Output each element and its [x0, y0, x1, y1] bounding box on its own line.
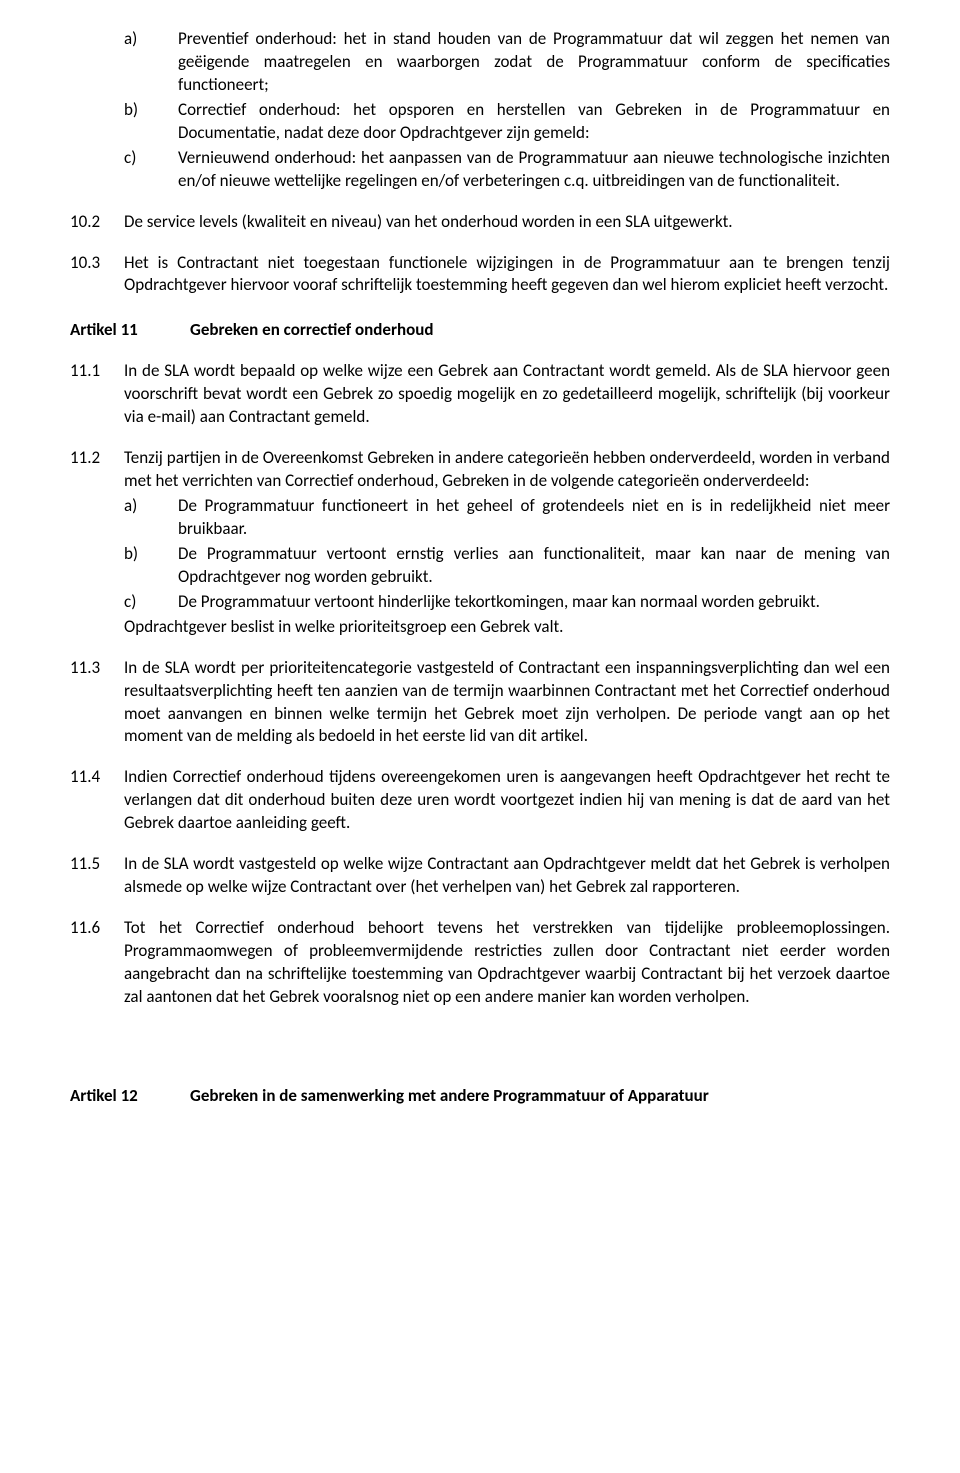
clause-text: Het is Contractant niet toegestaan funct… [124, 252, 890, 298]
clause-number: 11.6 [70, 917, 124, 1009]
article-title: Gebreken in de samenwerking met andere P… [190, 1085, 890, 1108]
clause-text: Indien Correctief onderhoud tijdens over… [124, 766, 890, 835]
clause-text: In de SLA wordt per prioriteitencategori… [124, 657, 890, 749]
list-text: De Programmatuur vertoont hinderlijke te… [178, 591, 890, 614]
article-12-heading: Artikel 12 Gebreken in de samenwerking m… [70, 1085, 890, 1108]
vertical-spacer [70, 1027, 890, 1063]
clause-11-2: 11.2 Tenzij partijen in de Overeenkomst … [70, 447, 890, 639]
clause-text: Tot het Correctief onderhoud behoort tev… [124, 917, 890, 1009]
clause-text: De service levels (kwaliteit en niveau) … [124, 211, 890, 234]
clause-closing: Opdrachtgever beslist in welke prioritei… [124, 616, 890, 639]
clause-number: 11.3 [70, 657, 124, 749]
list-marker: c) [124, 147, 178, 193]
clause-body: Tenzij partijen in de Overeenkomst Gebre… [124, 447, 890, 639]
list-marker: b) [124, 543, 178, 589]
list-marker: a) [124, 28, 178, 97]
clause-11-5: 11.5 In de SLA wordt vastgesteld op welk… [70, 853, 890, 899]
list-marker: c) [124, 591, 178, 614]
clause-10-3: 10.3 Het is Contractant niet toegestaan … [70, 252, 890, 298]
list-marker: b) [124, 99, 178, 145]
article-label: Artikel 11 [70, 319, 190, 342]
list-marker: a) [124, 495, 178, 541]
list-item: a) Preventief onderhoud: het in stand ho… [70, 28, 890, 97]
clause-text: In de SLA wordt bepaald op welke wijze e… [124, 360, 890, 429]
indent-spacer [70, 147, 124, 193]
clause-number: 11.4 [70, 766, 124, 835]
indent-spacer [70, 28, 124, 97]
list-text: Preventief onderhoud: het in stand houde… [178, 28, 890, 97]
article-11-heading: Artikel 11 Gebreken en correctief onderh… [70, 319, 890, 342]
clause-11-6: 11.6 Tot het Correctief onderhoud behoor… [70, 917, 890, 1009]
list-text: Vernieuwend onderhoud: het aanpassen van… [178, 147, 890, 193]
clause-number: 10.2 [70, 211, 124, 234]
list-item: b) De Programmatuur vertoont ernstig ver… [124, 543, 890, 589]
indent-spacer [70, 99, 124, 145]
clause-number: 11.1 [70, 360, 124, 429]
list-text: Correctief onderhoud: het opsporen en he… [178, 99, 890, 145]
article-label: Artikel 12 [70, 1085, 190, 1108]
clause-11-1: 11.1 In de SLA wordt bepaald op welke wi… [70, 360, 890, 429]
list-item: a) De Programmatuur functioneert in het … [124, 495, 890, 541]
list-item: b) Correctief onderhoud: het opsporen en… [70, 99, 890, 145]
clause-11-4: 11.4 Indien Correctief onderhoud tijdens… [70, 766, 890, 835]
list-item: c) Vernieuwend onderhoud: het aanpassen … [70, 147, 890, 193]
list-item: c) De Programmatuur vertoont hinderlijke… [124, 591, 890, 614]
clause-intro: Tenzij partijen in de Overeenkomst Gebre… [124, 447, 890, 491]
list-text: De Programmatuur vertoont ernstig verlie… [178, 543, 890, 589]
article-title: Gebreken en correctief onderhoud [190, 319, 890, 342]
list-text: De Programmatuur functioneert in het geh… [178, 495, 890, 541]
clause-number: 11.5 [70, 853, 124, 899]
clause-10-2: 10.2 De service levels (kwaliteit en niv… [70, 211, 890, 234]
clause-number: 11.2 [70, 447, 124, 639]
section-10-sublist: a) Preventief onderhoud: het in stand ho… [70, 28, 890, 193]
clause-text: In de SLA wordt vastgesteld op welke wij… [124, 853, 890, 899]
clause-number: 10.3 [70, 252, 124, 298]
clause-11-3: 11.3 In de SLA wordt per prioriteitencat… [70, 657, 890, 749]
